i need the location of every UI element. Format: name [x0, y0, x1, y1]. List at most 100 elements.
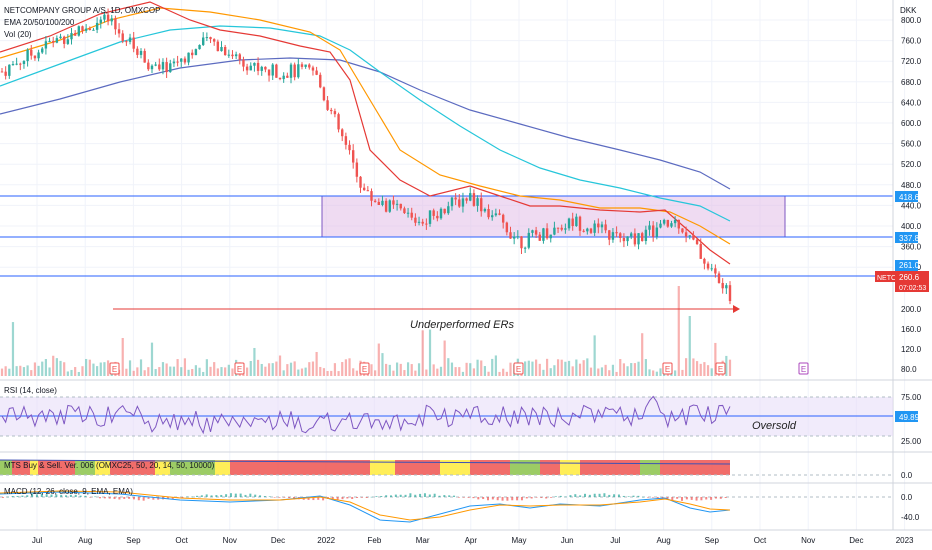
candle-body — [670, 223, 673, 227]
macd-label: MACD (12, 26, close, 9, EMA, EMA) — [4, 487, 133, 496]
earnings-marker[interactable] — [513, 362, 524, 375]
time-tick: Feb — [368, 536, 382, 545]
candle-body — [260, 66, 263, 71]
macd-histogram-bar — [671, 497, 674, 501]
volume-bar — [267, 363, 271, 376]
candle-body — [176, 61, 179, 63]
mts-label: MTS Buy & Sell. Ver. 006 (OMXC25, 50, 20… — [4, 461, 215, 470]
earnings-marker[interactable] — [715, 362, 726, 375]
candle-body — [728, 285, 732, 302]
candle-body — [271, 64, 274, 76]
macd-histogram-bar — [84, 495, 87, 497]
volume-bar — [545, 358, 549, 376]
earnings-marker-label: E — [516, 365, 521, 374]
earnings-marker[interactable] — [798, 362, 809, 375]
candle-body — [395, 203, 399, 205]
candle-body — [666, 219, 670, 227]
grid-lines — [0, 0, 906, 530]
volume-bar — [699, 363, 702, 376]
earnings-marker[interactable] — [109, 362, 120, 375]
candle-body — [212, 39, 216, 42]
candle-body — [330, 109, 333, 112]
macd-histogram-bar — [312, 497, 315, 501]
macd-histogram-bar — [157, 497, 160, 500]
candle-body — [154, 64, 157, 66]
earnings-marker-label: E — [112, 365, 117, 374]
earnings-marker[interactable] — [234, 362, 245, 375]
volume-bar — [626, 366, 629, 376]
macd-histogram-bar — [414, 494, 417, 497]
candle-body — [626, 236, 629, 242]
volume-bar — [88, 359, 91, 376]
macd-histogram-bar — [322, 497, 325, 501]
volume-bar — [286, 364, 289, 376]
macd-histogram-bar — [346, 497, 349, 499]
candle-body — [322, 87, 326, 101]
macd-histogram-bar — [166, 497, 169, 499]
volume-bar — [385, 363, 388, 376]
ema-legend: EMA 20/50/100/200 — [4, 18, 75, 27]
volume-bar — [224, 367, 227, 376]
macd-histogram-bar — [123, 497, 126, 499]
volume-bar — [293, 361, 296, 376]
candle-body — [461, 198, 465, 207]
volume-bar — [52, 355, 55, 376]
candle-body — [392, 200, 395, 205]
volume-bar — [41, 361, 44, 376]
volume-bar — [330, 370, 333, 376]
volume-bar — [582, 360, 585, 376]
macd-histogram-bar — [171, 497, 174, 500]
macd-histogram-bar — [215, 495, 218, 497]
candle-body — [443, 208, 446, 214]
price-tick: 440.0 — [901, 201, 922, 210]
macd-histogram-bar — [477, 497, 480, 500]
ema-20-line — [0, 1, 731, 265]
price-tick: 600.0 — [901, 119, 922, 128]
volume-bar — [436, 368, 439, 376]
volume-bar — [538, 363, 541, 376]
volume-bar — [688, 316, 691, 376]
macd-histogram-bar — [409, 493, 412, 497]
macd-histogram-bar — [404, 494, 407, 497]
time-tick: May — [511, 536, 526, 545]
macd-histogram-bar — [55, 494, 58, 497]
volume-bar — [308, 362, 311, 376]
candle-body — [315, 70, 318, 75]
time-tick: Sep — [126, 536, 141, 545]
volume-bar — [154, 369, 157, 376]
volume-bar — [33, 362, 37, 376]
time-tick: Oct — [175, 536, 188, 545]
candle-body — [501, 214, 505, 223]
candle-body — [651, 225, 655, 237]
candle-body — [681, 228, 684, 233]
earnings-marker[interactable] — [662, 362, 673, 375]
candle-body — [520, 236, 523, 249]
candle-body — [286, 75, 289, 78]
volume-bar — [571, 366, 574, 376]
earnings-marker[interactable] — [359, 362, 370, 375]
candle-body — [62, 36, 66, 44]
badge-symbol-tag — [875, 271, 895, 282]
volume-bar — [659, 368, 662, 376]
time-axis[interactable]: Jul Aug Sep Oct Nov Dec 2022 Feb Mar Apr May Jun Jul… — [32, 536, 914, 545]
volume-bar — [246, 367, 249, 376]
candle-body — [469, 193, 472, 201]
candle-body — [641, 233, 644, 241]
volume-bar — [374, 370, 377, 376]
candle-body — [300, 64, 304, 67]
volume-bar — [428, 329, 432, 376]
candle-body — [593, 223, 596, 233]
candle-body — [55, 38, 59, 43]
volume-bar — [355, 370, 358, 376]
volume-bar — [600, 367, 604, 376]
volume-bar — [476, 359, 479, 376]
candle-body — [622, 237, 626, 242]
candle-body — [183, 58, 187, 63]
macd-histogram-bar — [94, 496, 97, 498]
time-tick: Dec — [849, 536, 863, 545]
candle-body — [103, 14, 106, 20]
volume-bar — [535, 359, 538, 376]
candle-body — [11, 64, 15, 66]
macd-histogram-bar — [443, 495, 446, 497]
